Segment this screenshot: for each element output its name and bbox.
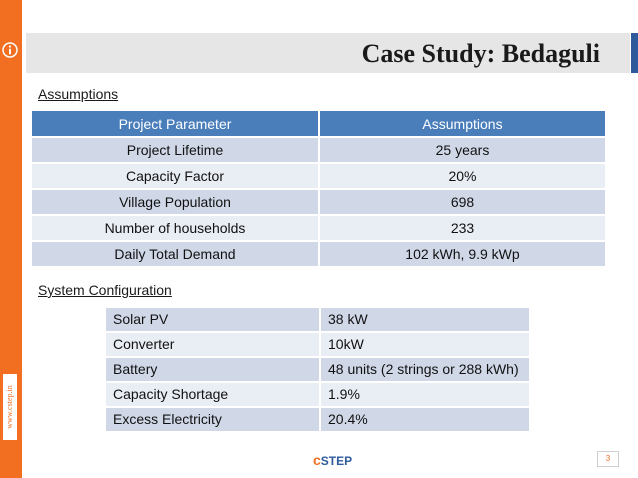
component-cell: Converter xyxy=(106,331,321,357)
table-row: Solar PV 38 kW xyxy=(106,306,531,332)
value-cell: 25 years xyxy=(319,136,607,163)
value-cell: 20% xyxy=(319,162,607,189)
parameter-cell: Village Population xyxy=(32,188,320,215)
page-number: 3 xyxy=(597,451,619,467)
component-cell: Battery xyxy=(106,356,321,382)
info-icon xyxy=(2,42,18,58)
table-row: Excess Electricity 20.4% xyxy=(106,406,531,431)
table-row: Converter 10kW xyxy=(106,331,531,357)
parameter-cell: Number of households xyxy=(32,214,320,241)
parameter-cell: Daily Total Demand xyxy=(32,240,320,266)
table-row: Capacity Factor 20% xyxy=(32,162,607,189)
component-cell: Solar PV xyxy=(106,306,321,332)
column-header: Assumptions xyxy=(319,111,607,137)
value-cell: 48 units (2 strings or 288 kWh) xyxy=(320,356,531,382)
title-accent xyxy=(631,33,638,73)
sidebar-url: www.cstep.in xyxy=(3,374,17,440)
assumptions-label: Assumptions xyxy=(38,86,119,102)
system-configuration-table: Solar PV 38 kW Converter 10kW Battery 48… xyxy=(106,306,531,431)
value-cell: 10kW xyxy=(320,331,531,357)
value-cell: 102 kWh, 9.9 kWp xyxy=(319,240,607,266)
parameter-cell: Capacity Factor xyxy=(32,162,320,189)
table-row: Village Population 698 xyxy=(32,188,607,215)
parameter-cell: Project Lifetime xyxy=(32,136,320,163)
component-cell: Capacity Shortage xyxy=(106,381,321,407)
title-bar xyxy=(26,33,630,73)
value-cell: 20.4% xyxy=(320,406,531,431)
table-header-row: Project Parameter Assumptions xyxy=(32,111,607,137)
cstep-logo: cSTEP xyxy=(313,452,353,468)
table-row: Project Lifetime 25 years xyxy=(32,136,607,163)
component-cell: Excess Electricity xyxy=(106,406,321,431)
value-cell: 1.9% xyxy=(320,381,531,407)
table-row: Number of households 233 xyxy=(32,214,607,241)
value-cell: 233 xyxy=(319,214,607,241)
column-header: Project Parameter xyxy=(32,111,320,137)
value-cell: 698 xyxy=(319,188,607,215)
table-row: Daily Total Demand 102 kWh, 9.9 kWp xyxy=(32,240,607,266)
assumptions-table: Project Parameter Assumptions Project Li… xyxy=(32,111,607,266)
value-cell: 38 kW xyxy=(320,306,531,332)
table-row: Battery 48 units (2 strings or 288 kWh) xyxy=(106,356,531,382)
system-configuration-label: System Configuration xyxy=(38,282,172,298)
table-row: Capacity Shortage 1.9% xyxy=(106,381,531,407)
sidebar-stripe xyxy=(0,0,22,478)
page-title: Case Study: Bedaguli xyxy=(361,39,600,68)
